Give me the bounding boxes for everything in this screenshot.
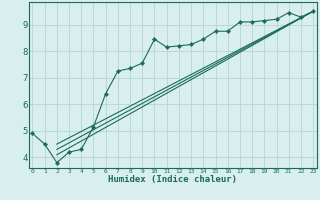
X-axis label: Humidex (Indice chaleur): Humidex (Indice chaleur) (108, 175, 237, 184)
